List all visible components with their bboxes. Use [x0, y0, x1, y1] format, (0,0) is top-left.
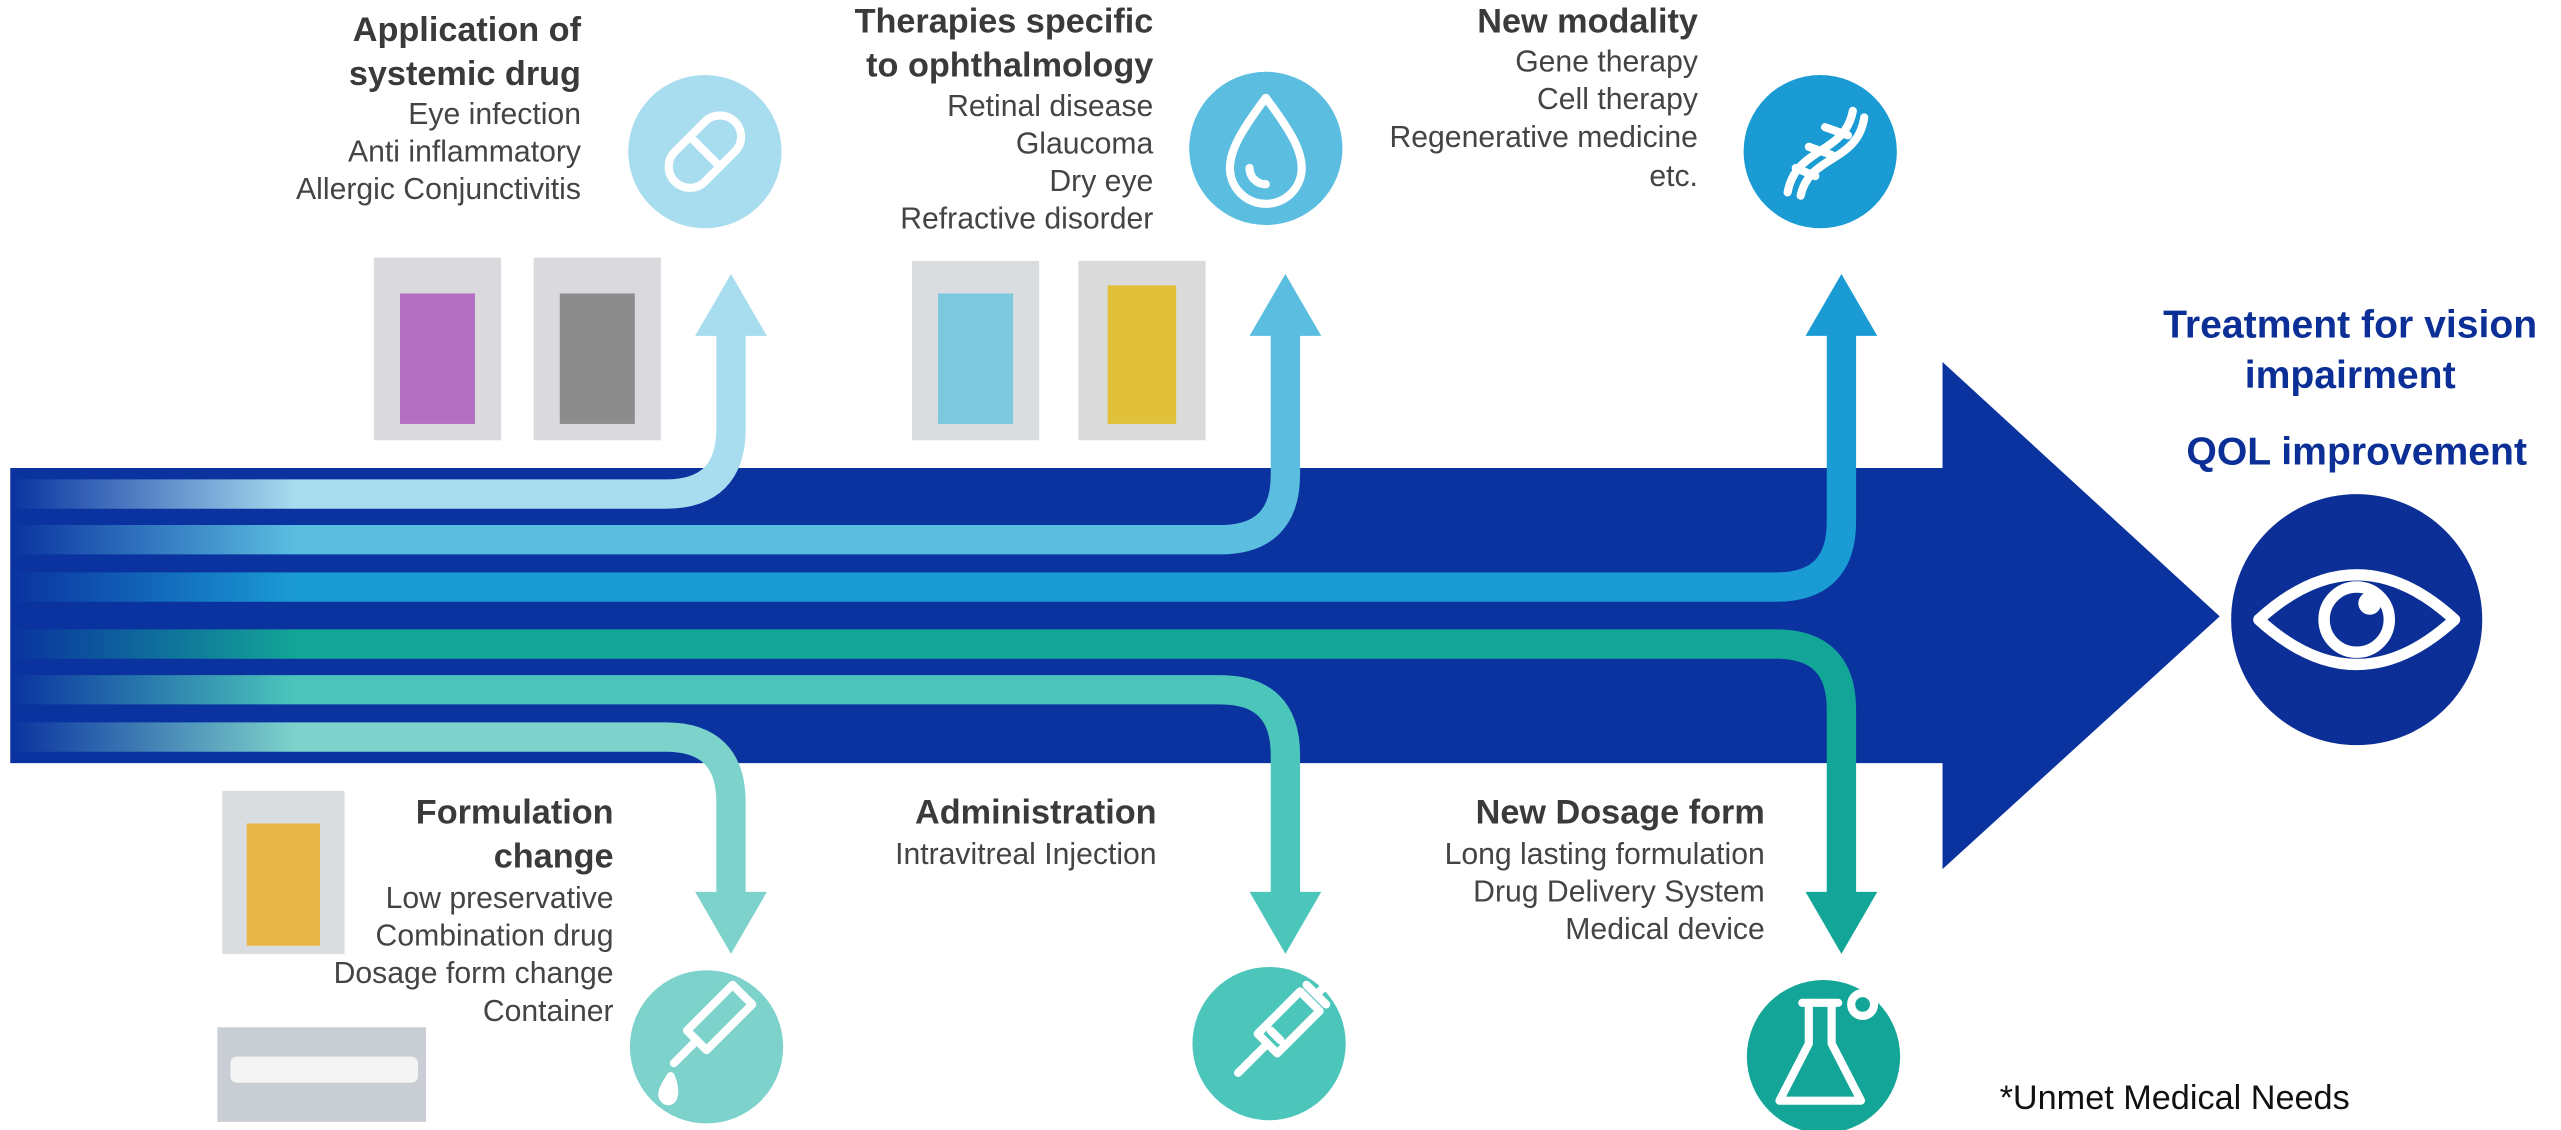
item: Medical device — [1565, 913, 1764, 946]
section-2: Therapies specific to ophthalmology Reti… — [855, 3, 1154, 236]
item: Refractive disorder — [900, 202, 1153, 235]
footnote: *Unmet Medical Needs — [2000, 1079, 2350, 1117]
item: Regenerative medicine — [1389, 121, 1697, 154]
section-5: Administration Intravitreal Injection — [895, 793, 1156, 871]
section-6: New Dosage form Long lasting formulation… — [1445, 793, 1765, 946]
title: to ophthalmology — [866, 47, 1153, 85]
item: Glaucoma — [1016, 127, 1154, 160]
title: Application of — [353, 11, 582, 49]
item: Eye infection — [408, 98, 581, 131]
title: change — [494, 837, 614, 875]
title: New modality — [1477, 3, 1698, 41]
item: Gene therapy — [1515, 46, 1699, 79]
diagram: Application of systemic drug Eye infecti… — [0, 0, 2561, 1130]
title: Formulation — [416, 793, 614, 831]
section-3: New modality Gene therapy Cell therapy R… — [1389, 3, 1698, 193]
goal-text: QOL improvement — [2186, 431, 2527, 474]
item: etc. — [1649, 160, 1698, 193]
section-1: Application of systemic drug Eye infecti… — [296, 11, 582, 206]
title: Administration — [915, 793, 1157, 831]
title: New Dosage form — [1476, 793, 1765, 831]
title: Therapies specific — [855, 3, 1154, 41]
goal-text: Treatment for vision — [2163, 304, 2537, 347]
item: Container — [483, 995, 614, 1028]
goal-text: impairment — [2245, 354, 2456, 397]
item: Drug Delivery System — [1473, 876, 1765, 909]
item: Combination drug — [376, 920, 614, 953]
item: Retinal disease — [947, 90, 1153, 123]
item: Long lasting formulation — [1445, 838, 1765, 871]
item: Dosage form change — [334, 957, 614, 990]
item: Dry eye — [1049, 165, 1153, 198]
item: Cell therapy — [1537, 83, 1699, 116]
title: systemic drug — [349, 55, 581, 93]
section-4: Formulation change Low preservative Comb… — [334, 793, 614, 1027]
item: Intravitreal Injection — [895, 838, 1156, 871]
item: Allergic Conjunctivitis — [296, 173, 581, 206]
item: Anti inflammatory — [348, 135, 582, 168]
goal: Treatment for vision impairment QOL impr… — [2163, 304, 2537, 474]
item: Low preservative — [386, 882, 614, 915]
